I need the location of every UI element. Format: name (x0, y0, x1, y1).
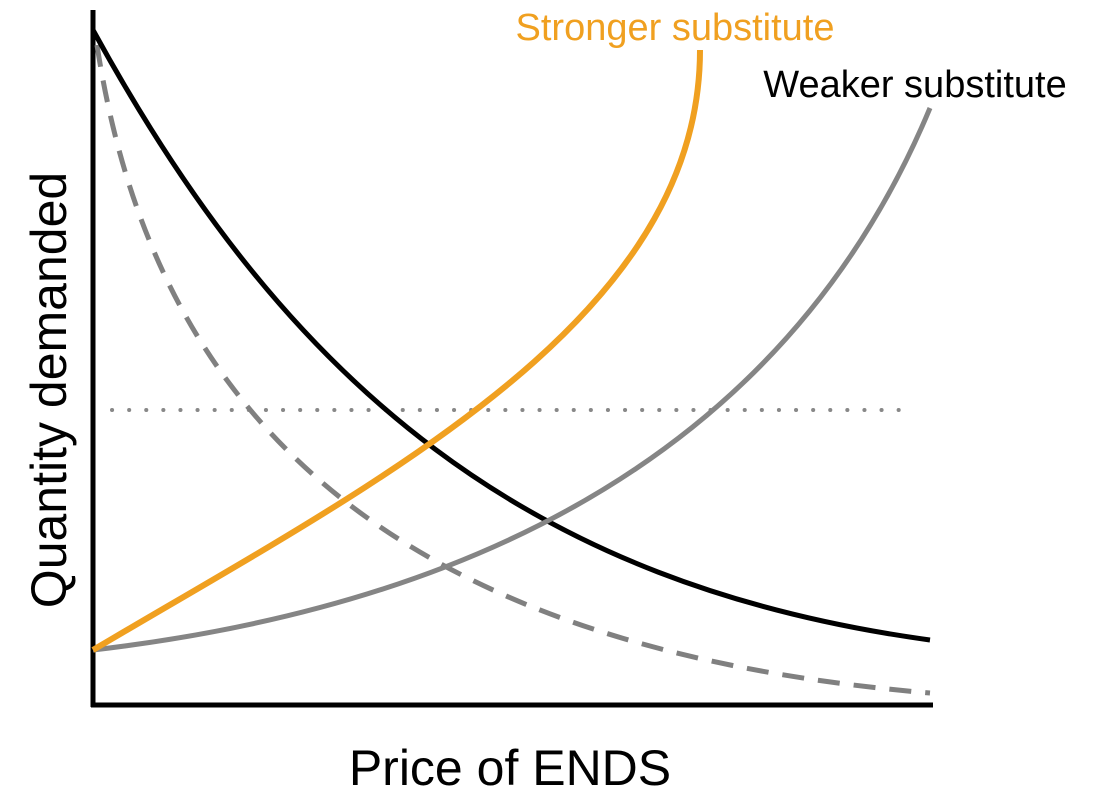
demand-curve (90, 28, 931, 643)
stronger-substitute-curve (91, 49, 703, 653)
x-axis-label: Price of ENDS (349, 740, 671, 789)
weaker-substitute-curve (92, 107, 933, 653)
dashed-demand-curve (94, 44, 931, 696)
y-axis-label: Quantity demanded (21, 172, 77, 608)
weaker-label: Weaker substitute (763, 64, 1066, 106)
stronger-label: Stronger substitute (516, 7, 835, 49)
